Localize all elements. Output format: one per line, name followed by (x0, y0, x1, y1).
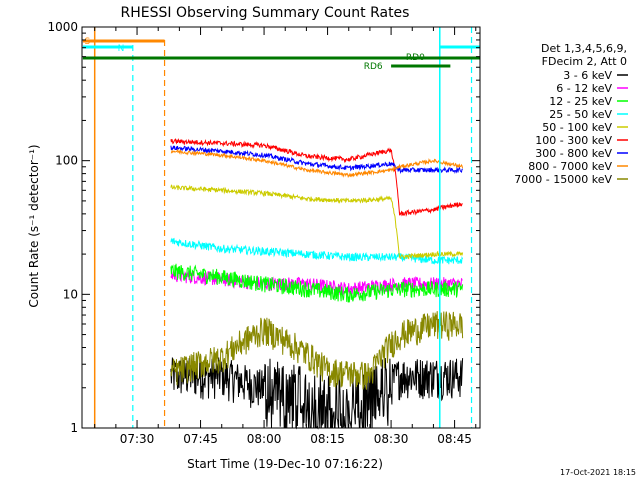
y-tick-label: 100 (55, 154, 78, 168)
flag-label: N (118, 44, 125, 54)
legend-entry-label: 7000 - 15000 keV (514, 173, 612, 186)
flag-label: S (85, 37, 91, 47)
y-tick-label: 10 (63, 287, 78, 301)
observing-flags: S N RD0 RD6 (82, 27, 480, 428)
x-tick-label: 08:45 (437, 432, 472, 446)
series-line (170, 237, 464, 265)
legend: Det 1,3,4,5,6,9, FDecim 2, Att 0 3 - 6 k… (514, 42, 628, 186)
chart-title: RHESSI Observing Summary Count Rates (121, 5, 410, 21)
x-tick-label: 08:30 (374, 432, 409, 446)
flag-label: RD0 (406, 53, 425, 63)
series-line (170, 311, 464, 390)
legend-entry-label: 3 - 6 keV (563, 69, 612, 82)
legend-entry-label: 50 - 100 keV (542, 121, 612, 134)
legend-header-2: FDecim 2, Att 0 (542, 55, 627, 68)
legend-entry-label: 12 - 25 keV (549, 95, 612, 108)
x-tick-label: 08:15 (310, 432, 345, 446)
x-axis-label: Start Time (19-Dec-10 07:16:22) (187, 457, 383, 471)
legend-entry-label: 25 - 50 keV (549, 108, 612, 121)
series-line (170, 263, 464, 303)
legend-entry-label: 6 - 12 keV (556, 82, 612, 95)
generated-timestamp: 17-Oct-2021 18:15 (560, 468, 636, 477)
axes: 1 10 100 1000 07:30 07:45 08:00 08:15 08:30 08:45 (47, 20, 481, 446)
plot-area (170, 137, 464, 430)
y-axis-label: Count Rate (s⁻¹ detector⁻¹) (27, 144, 41, 307)
series-line (170, 184, 464, 260)
x-tick-label: 08:00 (247, 432, 282, 446)
legend-entry-label: 800 - 7000 keV (528, 160, 612, 173)
series-line (170, 145, 463, 175)
x-tick-label: 07:30 (120, 432, 155, 446)
series-line (170, 148, 464, 179)
legend-entry-label: 300 - 800 keV (535, 147, 612, 160)
series-line (170, 137, 463, 217)
legend-entry-label: 100 - 300 keV (535, 134, 612, 147)
y-tick-label: 1 (70, 421, 78, 435)
x-tick-label: 07:45 (183, 432, 218, 446)
y-tick-label: 1000 (47, 20, 78, 34)
plot-frame (81, 26, 481, 429)
legend-header-1: Det 1,3,4,5,6,9, (541, 42, 627, 55)
flag-label: RD6 (364, 62, 383, 72)
